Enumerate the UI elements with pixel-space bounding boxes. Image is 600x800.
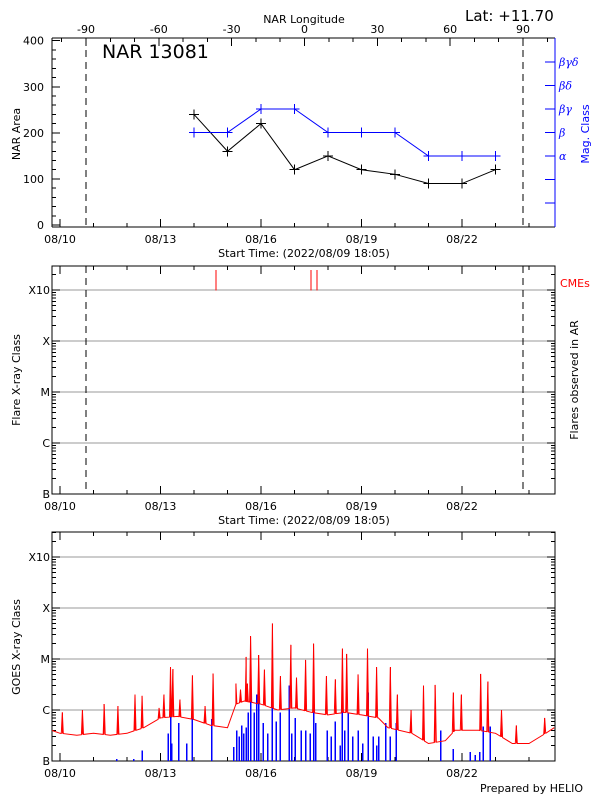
x-tick-label: 08/19 [346,767,378,780]
flares-in-ar-axis-title: Flares observed in AR [568,320,581,440]
longitude-tick-label: 90 [516,23,530,36]
area-data-point [323,150,333,161]
longitude-tick-label: -60 [150,23,168,36]
area-data-point [189,109,199,120]
x-tick-label: 08/19 [346,233,378,246]
mag-class-tick-label: α [559,150,567,163]
longitude-tick-label: 0 [301,23,308,36]
class-tick-label: X [42,335,50,348]
class-tick-label: B [42,488,50,501]
class-tick-label: M [41,386,51,399]
area-tick-label: 300 [23,81,44,94]
goes-axis-title: GOES X-ray Class [10,599,23,695]
class-tick-label: C [42,437,50,450]
area-data-point [256,118,266,129]
mag-class-tick-label: βδ [558,80,572,93]
class-tick-label: X10 [28,284,50,297]
goes-flux-line [52,623,555,745]
mag-class-data-point [457,151,467,161]
x-tick-label: 08/22 [446,500,478,513]
area-data-point [390,169,400,180]
mag-class-tick-label: βγδ [558,56,579,69]
area-series-line [193,114,496,185]
mag-class-data-point [390,127,400,138]
area-tick-label: 200 [23,127,44,140]
class-tick-label: B [42,755,50,768]
x-tick-label: 08/13 [145,500,177,513]
mag-class-data-point [289,104,300,114]
goes-plot-area [52,623,555,761]
latitude-label: Lat: +11.70 [465,7,554,25]
mag-class-tick-label: β [558,127,565,140]
class-tick-label: X [42,602,50,615]
longitude-tick-label: 30 [370,23,384,36]
panel2-frame [51,265,556,495]
x-tick-label: 08/22 [446,233,478,246]
panel3-frame [51,531,556,762]
area-data-point [457,178,467,189]
mag-class-data-point [189,127,199,138]
x-tick-label: 08/10 [44,767,76,780]
area-data-point [222,146,233,157]
panel1-xlabel: Start Time: (2022/08/09 18:05) [218,247,390,260]
x-tick-label: 08/13 [145,767,177,780]
region-title: NAR 13081 [102,41,209,63]
area-tick-label: 0 [37,219,44,232]
longitude-axis-title: NAR Longitude [263,13,345,26]
class-tick-label: C [42,704,50,717]
mag-class-data-point [323,127,333,138]
cme-label: CMEs [560,277,590,290]
class-tick-label: X10 [28,551,50,564]
x-tick-label: 08/16 [245,767,277,780]
mag-class-data-point [356,127,367,138]
area-axis-title: NAR Area [10,108,23,160]
mag-class-series-line [194,108,496,157]
x-tick-label: 08/10 [44,500,76,513]
x-tick-label: 08/16 [245,233,277,246]
area-tick-label: 400 [23,35,44,48]
longitude-tick-label: -30 [223,23,241,36]
x-tick-label: 08/22 [446,767,478,780]
mag-class-data-point [222,127,233,138]
longitude-tick-label: 60 [443,23,457,36]
area-data-point [490,164,501,175]
class-tick-label: M [41,653,51,666]
mag-class-tick-label: βγ [558,103,572,116]
mag-class-data-point [490,151,501,161]
area-tick-label: 100 [23,173,44,186]
area-data-point [289,164,300,175]
mag-class-data-point [423,151,434,161]
longitude-tick-label: -90 [77,23,95,36]
area-data-point [356,164,367,175]
x-tick-label: 08/13 [145,233,177,246]
panel2-xlabel: Start Time: (2022/08/09 18:05) [218,514,390,527]
flare-axis-title: Flare X-ray Class [10,334,23,426]
x-tick-label: 08/19 [346,500,378,513]
mag-class-axis-title: Mag. Class [579,104,592,163]
x-tick-label: 08/16 [245,500,277,513]
area-data-point [423,178,434,189]
mag-class-data-point [256,104,266,114]
prepared-by-label: Prepared by HELIO [480,782,583,795]
x-tick-label: 08/10 [44,233,76,246]
